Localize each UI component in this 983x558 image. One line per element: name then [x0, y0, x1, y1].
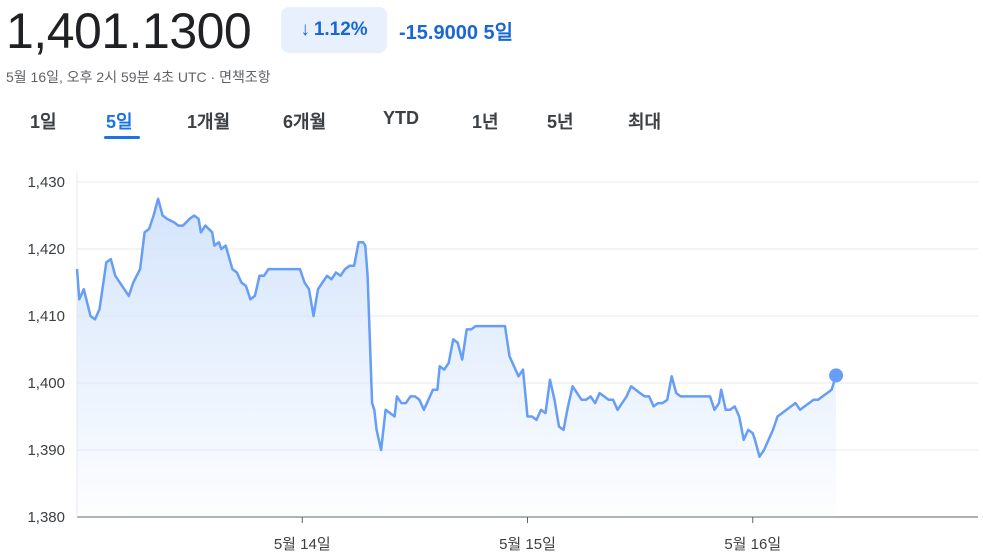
tab-active-underline [104, 136, 140, 139]
y-tick-label: 1,400 [27, 375, 65, 392]
down-arrow-icon: ↓ [300, 19, 310, 40]
x-tick-label: 5월 16일 [724, 536, 781, 553]
change-period: 5일 [483, 22, 514, 44]
change-percent-badge: ↓ 1.12% [281, 7, 387, 53]
change-absolute: -15.9000 5일 [399, 16, 513, 45]
timestamp-disclaimer: 5월 16일, 오후 2시 59분 4초 UTC · 면책조항 [6, 69, 271, 85]
y-tick-label: 1,420 [27, 241, 65, 258]
change-percent: 1.12% [313, 19, 368, 40]
x-tick-label: 5월 14일 [274, 536, 331, 553]
range-tabs: 1일 5일 1개월 6개월 YTD 1년 5년 최대 [0, 104, 983, 144]
price-area-fill [77, 198, 837, 518]
tab-5y[interactable]: 5년 [547, 112, 574, 132]
y-tick-label: 1,410 [27, 308, 65, 325]
y-tick-label: 1,380 [27, 509, 65, 526]
change-abs-value: -15.9000 [399, 22, 478, 44]
last-price-dot [829, 368, 844, 383]
x-tick-label: 5월 15일 [499, 536, 556, 553]
tab-1d[interactable]: 1일 [30, 112, 57, 132]
tab-max[interactable]: 최대 [628, 112, 662, 132]
tab-1y[interactable]: 1년 [472, 112, 499, 132]
y-tick-label: 1,390 [27, 442, 65, 459]
y-tick-label: 1,430 [27, 174, 65, 191]
price-chart[interactable]: 1,380 1,390 1,400 1,410 1,420 1,430 5월 14일 5월 … [0, 150, 983, 558]
tab-6m[interactable]: 6개월 [283, 112, 327, 132]
tab-ytd[interactable]: YTD [383, 108, 419, 128]
price-value: 1,401.1300 [6, 3, 252, 59]
tab-1m[interactable]: 1개월 [187, 112, 231, 132]
tab-5d[interactable]: 5일 [106, 112, 133, 132]
price-line [75, 197, 838, 458]
